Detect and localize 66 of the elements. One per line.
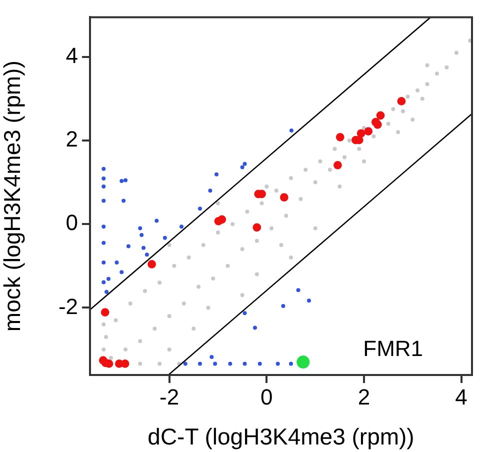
- point: [148, 260, 156, 268]
- point: [106, 276, 110, 281]
- point: [102, 280, 106, 284]
- point: [252, 326, 257, 330]
- point: [376, 111, 385, 120]
- y-tick-label: 0: [66, 210, 78, 236]
- point: [296, 288, 300, 292]
- point: [102, 198, 106, 203]
- point: [276, 362, 280, 366]
- point: [288, 362, 293, 366]
- point: [210, 355, 214, 360]
- point: [126, 244, 130, 248]
- y-axis-title: mock (logH3K4me3 (rpm)): [0, 60, 26, 332]
- point: [333, 160, 342, 170]
- point: [100, 308, 110, 316]
- point: [162, 236, 167, 240]
- point: [120, 179, 124, 184]
- point: [364, 127, 373, 136]
- point: [102, 240, 106, 245]
- point: [213, 362, 218, 366]
- point: [102, 260, 106, 265]
- x-tick-label: -2: [160, 384, 180, 410]
- point: [214, 172, 219, 176]
- point: [198, 362, 202, 366]
- point: [183, 362, 188, 366]
- point: [104, 290, 109, 294]
- x-tick-label: 2: [358, 384, 370, 410]
- point: [154, 218, 159, 223]
- point: [281, 304, 286, 308]
- point: [102, 224, 106, 229]
- point: [198, 206, 202, 211]
- point: [306, 298, 311, 303]
- x-tick-label: 4: [455, 384, 468, 410]
- y-tick-label: 2: [66, 126, 78, 152]
- point: [114, 260, 119, 265]
- point: [258, 362, 262, 366]
- y-tick-label: 4: [66, 42, 78, 68]
- point: [142, 246, 146, 250]
- point: [102, 176, 106, 181]
- point: [289, 128, 294, 132]
- point: [144, 252, 149, 257]
- point: [208, 188, 212, 193]
- point: [138, 226, 142, 230]
- y-tick-label: -2: [58, 294, 78, 319]
- point: [140, 232, 144, 237]
- point: [120, 270, 124, 274]
- point: [252, 223, 262, 232]
- x-tick-label: 0: [260, 384, 273, 410]
- point: [280, 193, 288, 202]
- point: [218, 215, 226, 224]
- point: [228, 362, 232, 366]
- annotation: FMR1: [363, 336, 424, 362]
- point: [336, 132, 344, 142]
- point: [242, 311, 247, 316]
- point: [296, 356, 310, 369]
- point: [179, 224, 184, 229]
- point: [122, 198, 126, 203]
- point: [240, 165, 244, 170]
- point: [102, 166, 106, 171]
- point: [124, 178, 128, 182]
- x-axis-title: dC-T (logH3K4me3 (rpm)): [148, 424, 414, 450]
- point: [397, 97, 406, 106]
- point: [102, 184, 106, 188]
- point: [242, 162, 247, 166]
- point: [242, 362, 247, 366]
- point: [373, 120, 382, 129]
